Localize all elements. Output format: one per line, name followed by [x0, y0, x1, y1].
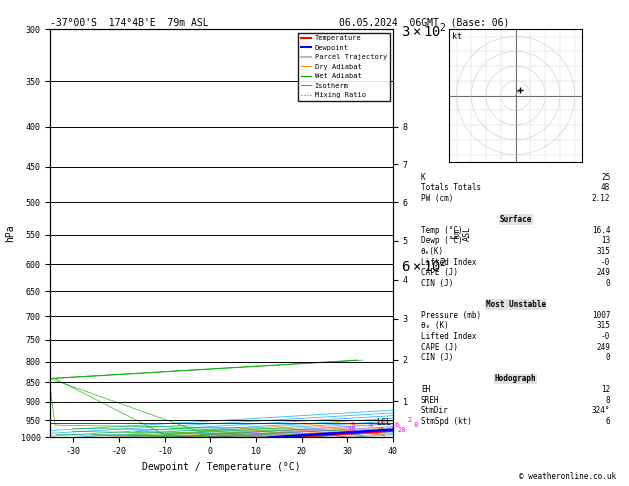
Text: Totals Totals: Totals Totals [421, 183, 481, 192]
Text: 8: 8 [606, 396, 610, 405]
Text: 4: 4 [369, 422, 373, 428]
Text: 25: 25 [601, 173, 610, 182]
Text: StmDir: StmDir [421, 406, 448, 416]
Text: 1007: 1007 [592, 311, 610, 320]
Text: 10: 10 [347, 427, 356, 433]
Text: EH: EH [421, 385, 430, 394]
Y-axis label: hPa: hPa [5, 225, 15, 242]
Text: StmSpd (kt): StmSpd (kt) [421, 417, 472, 426]
Text: 3: 3 [351, 422, 355, 428]
Text: 8: 8 [413, 422, 418, 428]
Text: CAPE (J): CAPE (J) [421, 268, 458, 278]
Text: CAPE (J): CAPE (J) [421, 343, 458, 352]
Text: Lifted Index: Lifted Index [421, 258, 476, 267]
X-axis label: Dewpoint / Temperature (°C): Dewpoint / Temperature (°C) [142, 462, 301, 472]
Text: 13: 13 [601, 236, 610, 245]
Text: Most Unstable: Most Unstable [486, 300, 546, 309]
Text: Lifted Index: Lifted Index [421, 332, 476, 341]
Text: Temp (°C): Temp (°C) [421, 226, 462, 235]
Text: 16.4: 16.4 [592, 226, 610, 235]
Text: 249: 249 [596, 268, 610, 278]
Text: θₑ (K): θₑ (K) [421, 321, 448, 330]
Legend: Temperature, Dewpoint, Parcel Trajectory, Dry Adiabat, Wet Adiabat, Isotherm, Mi: Temperature, Dewpoint, Parcel Trajectory… [298, 33, 389, 101]
Text: 0: 0 [606, 279, 610, 288]
Text: 06.05.2024  06GMT  (Base: 06): 06.05.2024 06GMT (Base: 06) [340, 17, 509, 27]
Text: Surface: Surface [499, 215, 532, 224]
Text: 20: 20 [397, 427, 406, 433]
Text: 6: 6 [394, 422, 399, 428]
Text: kt: kt [452, 33, 462, 41]
Text: 6: 6 [606, 417, 610, 426]
Text: -37°00'S  174°4B'E  79m ASL: -37°00'S 174°4B'E 79m ASL [50, 18, 209, 28]
Text: 12: 12 [601, 385, 610, 394]
Text: CIN (J): CIN (J) [421, 279, 454, 288]
Text: 315: 315 [596, 247, 610, 256]
Text: -0: -0 [601, 332, 610, 341]
Text: K: K [421, 173, 425, 182]
Text: 2.12: 2.12 [592, 194, 610, 203]
Text: 315: 315 [596, 321, 610, 330]
Text: LCL: LCL [376, 418, 391, 427]
Text: 48: 48 [601, 183, 610, 192]
Text: θₑ(K): θₑ(K) [421, 247, 444, 256]
Text: SREH: SREH [421, 396, 440, 405]
Text: -0: -0 [601, 258, 610, 267]
Text: 324°: 324° [592, 406, 610, 416]
Y-axis label: km
ASL: km ASL [452, 226, 471, 241]
Text: Hodograph: Hodograph [495, 375, 537, 383]
Text: 15: 15 [376, 427, 384, 433]
Text: CIN (J): CIN (J) [421, 353, 454, 362]
Text: © weatheronline.co.uk: © weatheronline.co.uk [520, 472, 616, 481]
Text: Dewp (°C): Dewp (°C) [421, 236, 462, 245]
Text: PW (cm): PW (cm) [421, 194, 454, 203]
Text: Pressure (mb): Pressure (mb) [421, 311, 481, 320]
Text: 0: 0 [606, 353, 610, 362]
Text: 2: 2 [407, 417, 411, 423]
Text: 249: 249 [596, 343, 610, 352]
